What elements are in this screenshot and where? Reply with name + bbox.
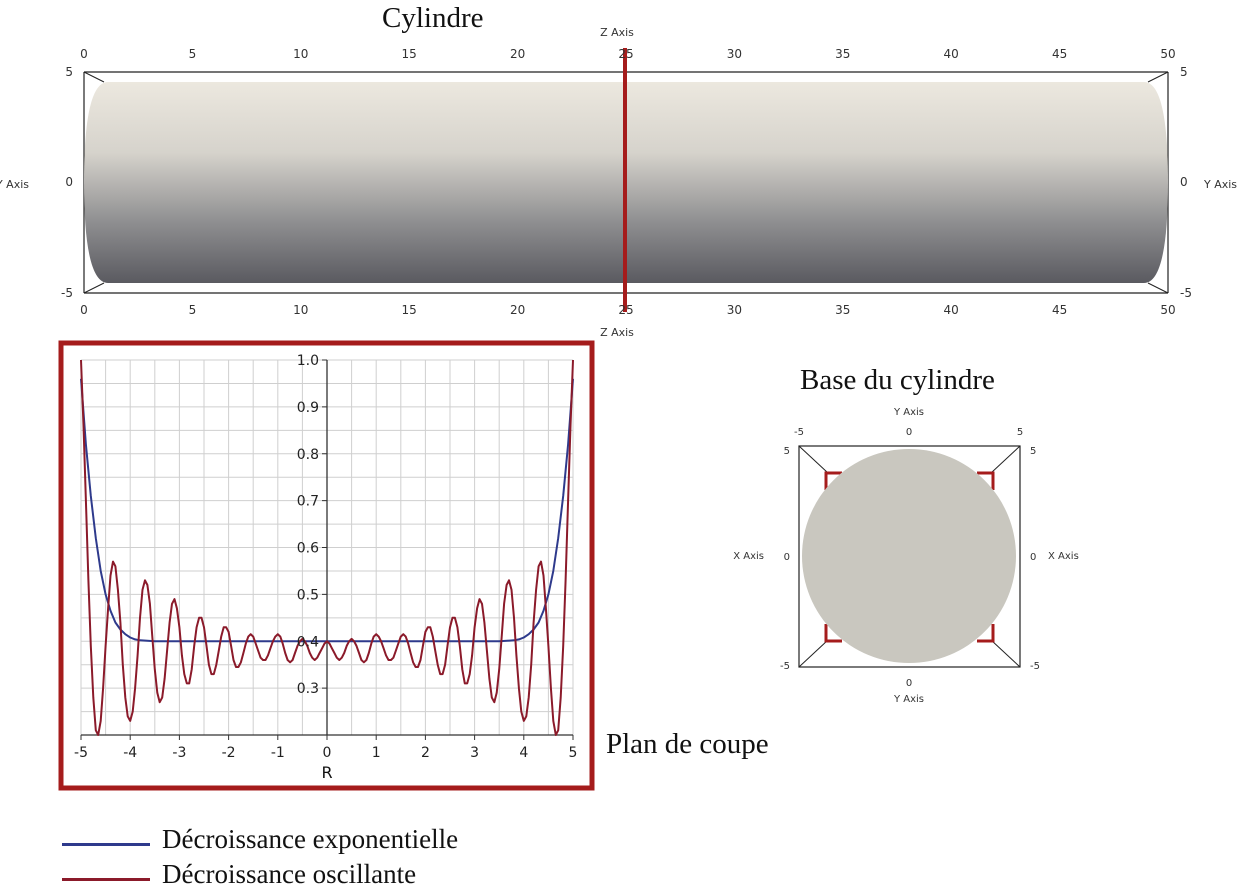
z-tick-label-top: 10 [293, 47, 308, 61]
cylinder-frame-diag-tl [83, 71, 105, 83]
base-v-tick-label-left: -5 [780, 661, 790, 672]
y-tick-label: 0.9 [297, 400, 319, 416]
x-tick-label: -3 [172, 745, 186, 761]
base-v-tick-label-right: 5 [1030, 446, 1036, 457]
base-x-axis-label-left: X Axis [733, 551, 764, 562]
y-tick-label: 0.4 [297, 634, 319, 650]
base-diag-br [990, 639, 1021, 668]
z-tick-label-bottom: 25 [618, 303, 633, 317]
cut-plane-bracket-bl [824, 624, 842, 643]
base-v-tick-label-left: 0 [784, 552, 790, 563]
cut-plane-caption: Plan de coupe [606, 728, 769, 760]
x-tick-label: -5 [74, 745, 88, 761]
cut-plane-bracket-br [977, 624, 995, 643]
cylinder-title: Cylindre [382, 2, 484, 34]
base-diag-bl [798, 639, 829, 668]
legend-swatch-oscillating [62, 877, 150, 881]
z-tick-label-top: 35 [835, 47, 850, 61]
z-tick-label-top: 5 [189, 47, 197, 61]
legend-label-oscillating: Décroissance oscillante [162, 858, 417, 889]
y-tick-label-right: 0 [1180, 175, 1188, 189]
legend-item-exponential: Décroissance exponentielle [62, 824, 458, 854]
legend-label-exponential: Décroissance exponentielle [162, 823, 459, 854]
z-tick-label-bottom: 35 [835, 303, 850, 317]
cylinder-frame-diag-br [1147, 282, 1169, 294]
cylinder-frame-diag-bl [83, 282, 105, 294]
x-tick-label: 4 [519, 745, 528, 761]
base-h-tick-label-top: 5 [1017, 427, 1023, 438]
z-tick-label-bottom: 10 [293, 303, 308, 317]
base-title: Base du cylindre [800, 364, 995, 396]
chart-axes [80, 359, 574, 740]
base-y-axis-label-top: Y Axis [893, 407, 924, 418]
z-tick-label-bottom: 45 [1052, 303, 1067, 317]
legend-swatch-exponential [62, 842, 150, 846]
z-tick-label-top: 40 [944, 47, 959, 61]
x-tick-label: -4 [123, 745, 137, 761]
y-tick-label-right: -5 [1180, 286, 1192, 300]
z-tick-label-bottom: 5 [189, 303, 197, 317]
y-tick-label-left: 5 [65, 65, 73, 79]
z-tick-label-top: 50 [1160, 47, 1175, 61]
cylinder-base-disk [802, 449, 1016, 663]
x-tick-label: -2 [222, 745, 236, 761]
z-tick-label-top: 20 [510, 47, 525, 61]
base-view: Y Axis Y Axis X Axis X Axis -5 0 505 50 0-5-… [733, 407, 1079, 705]
base-diag-tl [798, 445, 829, 474]
z-tick-label-bottom: 50 [1160, 303, 1175, 317]
y-tick-label: 0.3 [297, 681, 319, 697]
z-axis-label-bottom: Z Axis [600, 326, 634, 339]
chart-highlight-frame [58, 340, 595, 791]
z-tick-label-top: 0 [80, 47, 88, 61]
z-axis-label-top: Z Axis [600, 26, 634, 39]
cut-profile-chart: 0.3 0.4 0.5 0.6 0.7 0.8 0.9 1.0 -5 -4 -3 -2 -1 0 1 2 3 4 5… [58, 340, 595, 791]
y-tick-label: 1.0 [297, 353, 319, 369]
y-tick-label-right: 5 [1180, 65, 1188, 79]
z-tick-label-bottom: 40 [944, 303, 959, 317]
y-tick-label: 0.8 [297, 447, 319, 463]
z-tick-label-bottom: 15 [402, 303, 417, 317]
x-tick-label: 0 [323, 745, 332, 761]
series-oscillating-decay [80, 359, 574, 736]
base-v-tick-label-right: 0 [1030, 552, 1036, 563]
cut-plane-bracket-tr [977, 471, 995, 490]
y-tick-label: 0.5 [297, 587, 319, 603]
legend-item-oscillating: Décroissance oscillante [62, 859, 416, 889]
z-tick-label-top: 30 [727, 47, 742, 61]
base-h-tick-label-top: -5 [794, 427, 804, 438]
z-tick-label-bottom: 0 [80, 303, 88, 317]
x-tick-label: 3 [470, 745, 479, 761]
base-v-tick-label-right: -5 [1030, 661, 1040, 672]
base-frame [798, 445, 1021, 668]
x-tick-label: -1 [271, 745, 285, 761]
base-diag-tr [990, 445, 1021, 474]
cut-plane-bracket-tl [824, 471, 842, 490]
y-axis-label-right: Y Axis [1203, 178, 1237, 191]
chart-x-axis-title: R [321, 763, 332, 782]
cylinder-view: 0055101015152020252530303535404045455050… [0, 26, 1237, 339]
y-tick-label: 0.7 [297, 494, 319, 510]
z-tick-label-bottom: 20 [510, 303, 525, 317]
chart-tick-labels: 0.3 0.4 0.5 0.6 0.7 0.8 0.9 1.0 -5 -4 -3 -2 -1 0 1 2 3 4 5 [74, 353, 577, 761]
z-tick-label-bottom: 30 [727, 303, 742, 317]
y-axis-label-left: Y Axis [0, 178, 29, 191]
z-tick-label-top: 45 [1052, 47, 1067, 61]
x-tick-label: 5 [569, 745, 578, 761]
x-tick-label: 1 [372, 745, 381, 761]
y-tick-label-left: -5 [61, 286, 73, 300]
y-tick-label: 0.6 [297, 541, 319, 557]
z-tick-label-top: 25 [618, 47, 633, 61]
z-tick-label-top: 15 [402, 47, 417, 61]
base-v-tick-label-left: 5 [784, 446, 790, 457]
x-tick-label: 2 [421, 745, 430, 761]
cylinder-frame-diag-tr [1147, 71, 1169, 83]
y-tick-label-left: 0 [65, 175, 73, 189]
base-h-tick-label-bottom: 0 [906, 678, 912, 689]
base-y-axis-label-bottom: Y Axis [893, 694, 924, 705]
base-h-tick-label-top: 0 [906, 427, 912, 438]
base-x-axis-label-right: X Axis [1048, 551, 1079, 562]
chart-series [80, 359, 574, 736]
